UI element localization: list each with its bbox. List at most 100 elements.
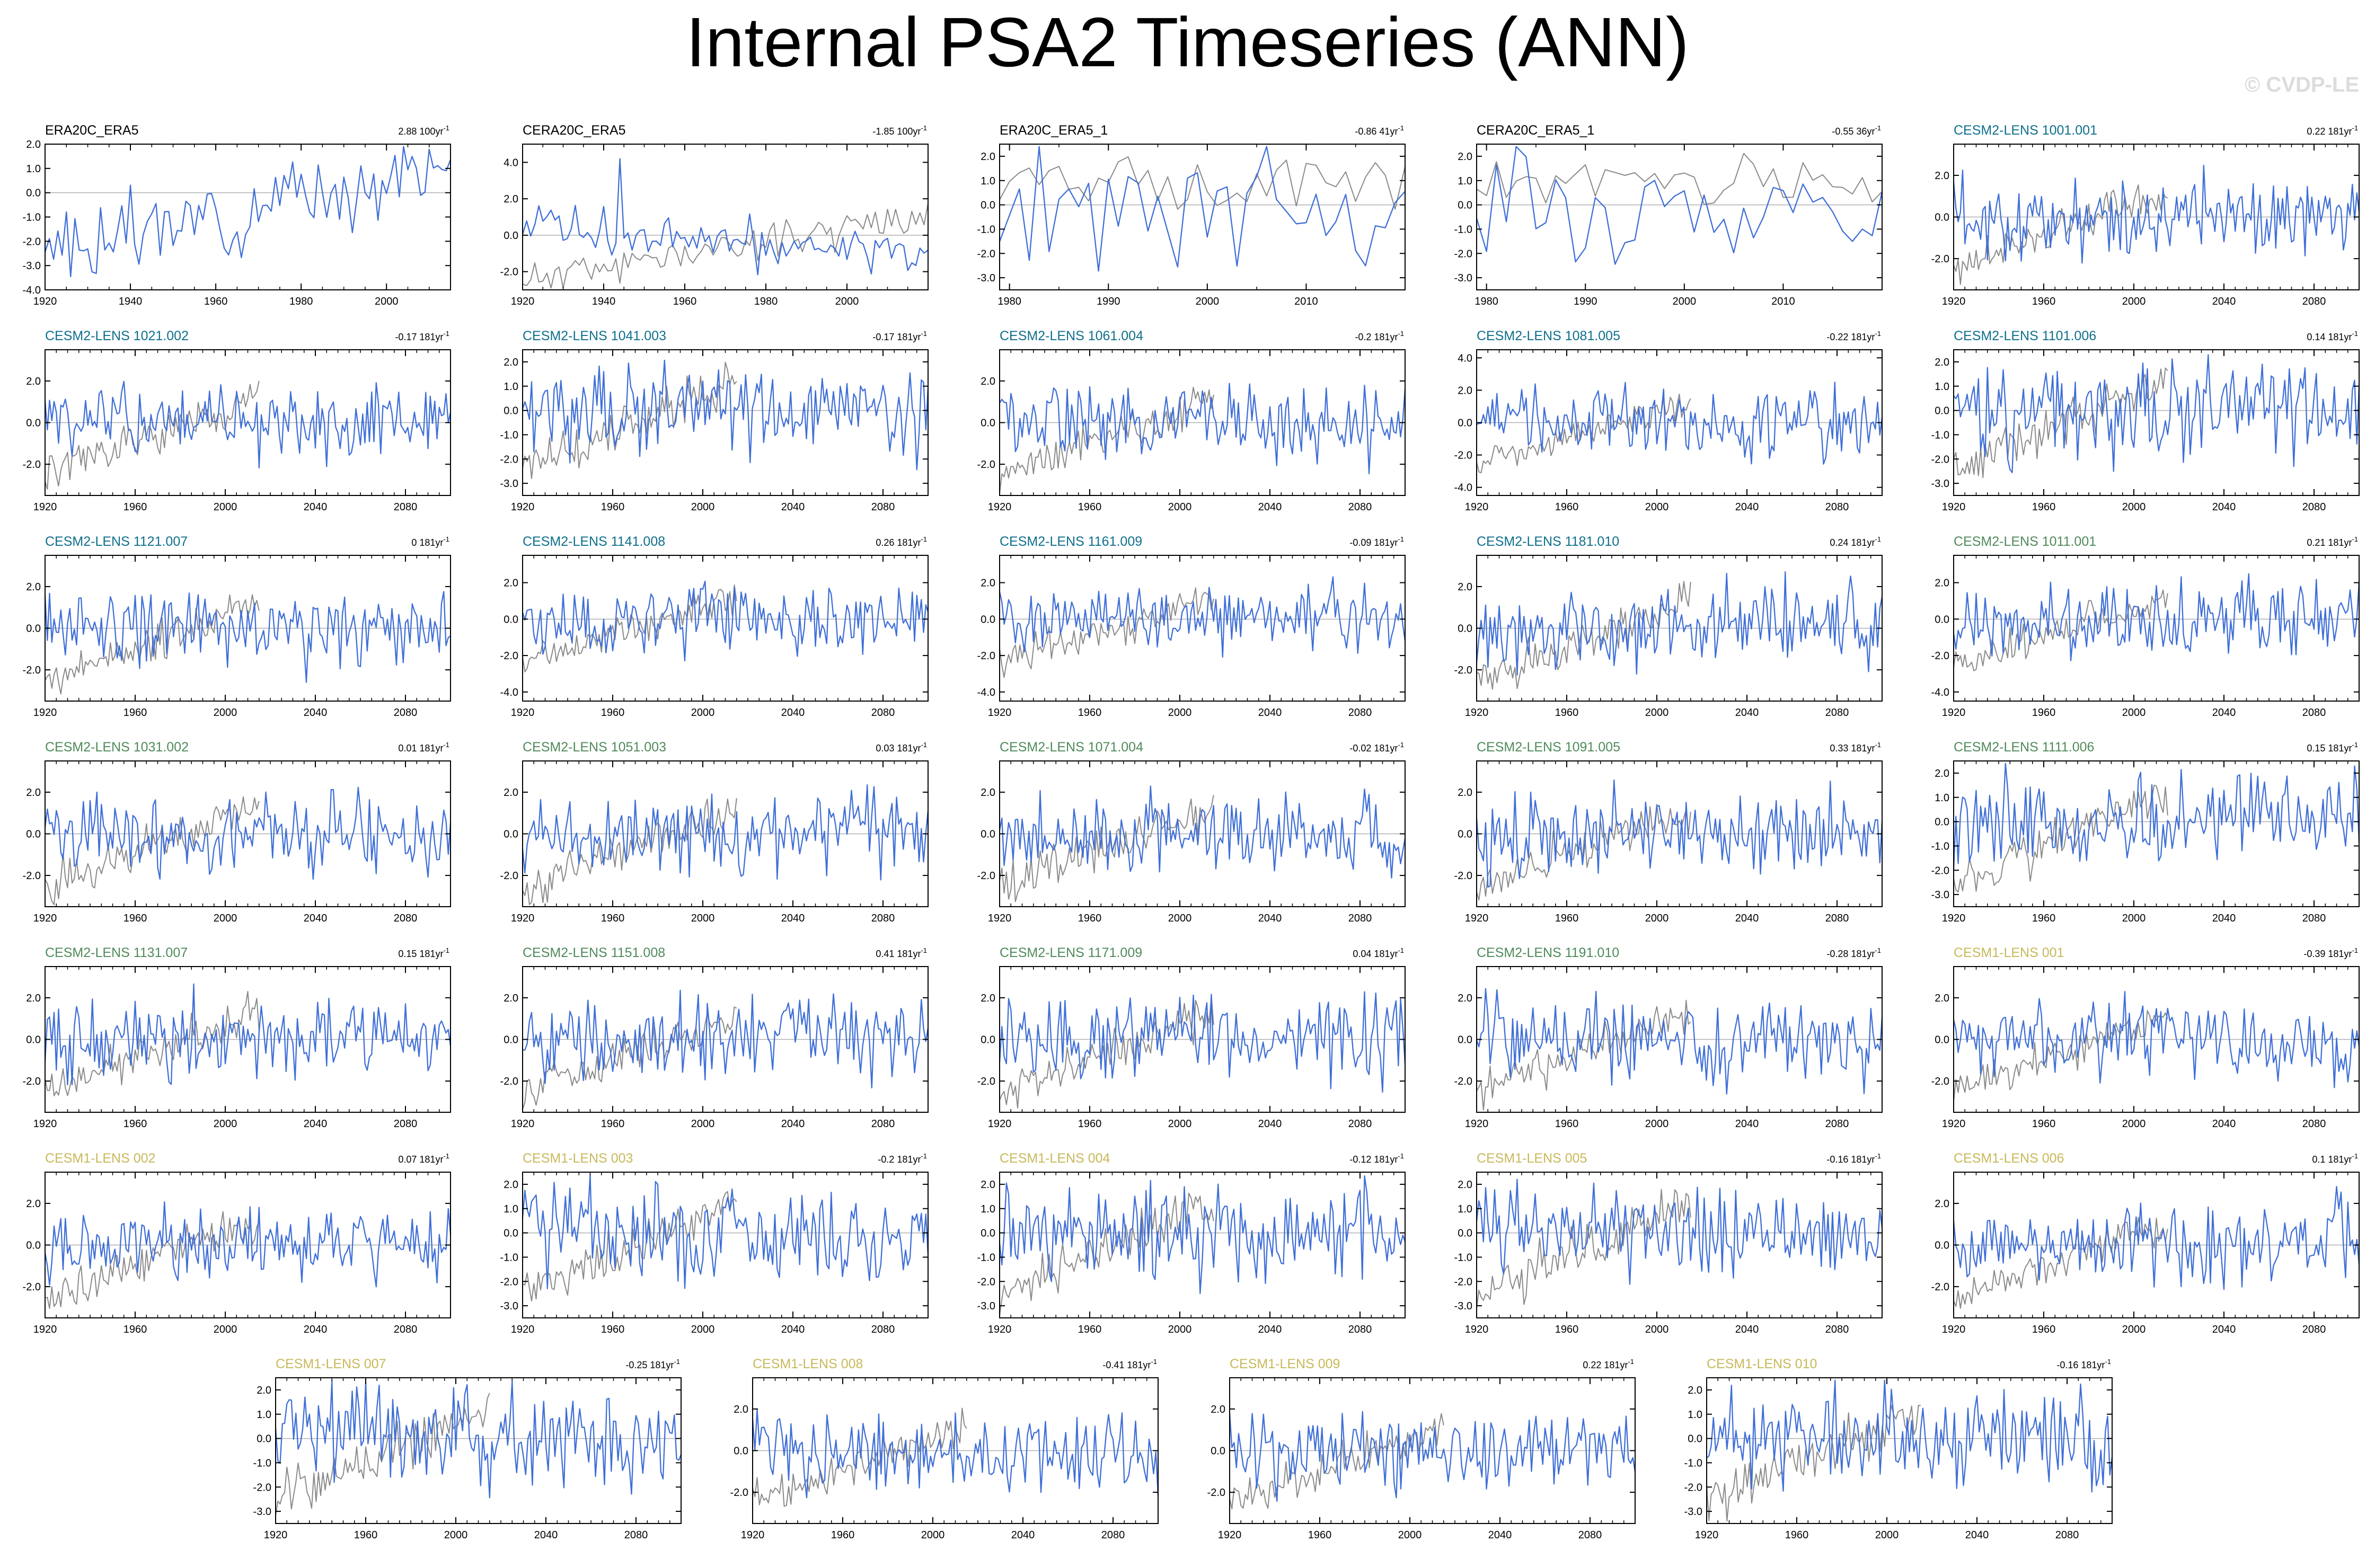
y-tick-label: 1.0 — [1458, 1203, 1472, 1215]
x-tick-label: 1960 — [1078, 1324, 1102, 1335]
y-tick-label: 1.0 — [981, 1203, 995, 1215]
x-tick-label: 2040 — [2212, 1118, 2236, 1130]
x-tick-label: 2000 — [691, 707, 715, 719]
panel-trend-label: 0.33 181yr-1 — [1830, 741, 1881, 754]
y-tick-label: 0.0 — [1211, 1446, 1225, 1457]
x-tick-label: 2000 — [214, 707, 237, 719]
x-tick-label: 1960 — [1555, 501, 1579, 513]
y-tick-label: -2.0 — [1684, 1482, 1702, 1493]
y-tick-label: -2.0 — [1931, 253, 1949, 265]
x-tick-label: 2080 — [1348, 913, 1372, 924]
y-tick-label: 2.0 — [1458, 385, 1472, 396]
x-tick-label: 2040 — [2212, 501, 2236, 513]
y-tick-label: 0.0 — [981, 1034, 995, 1046]
panel-title: CERA20C_ERA5 — [523, 123, 626, 138]
x-tick-label: 1960 — [2032, 296, 2056, 307]
panel-cesm2-lens-1191-010: CESM2-LENS 1191.010 -0.28 181yr-1 2.0 0.0 -2… — [1454, 945, 1883, 1130]
panel-trend-label: -0.02 181yr-1 — [1349, 741, 1404, 754]
x-tick-label: 1960 — [1555, 1324, 1579, 1335]
panel-cesm1-lens-003: CESM1-LENS 003 -0.2 181yr-1 2.0 1.0 0.0 -1.0 -… — [500, 1151, 929, 1335]
x-tick-label: 1960 — [1078, 707, 1102, 719]
x-tick-label: 1990 — [1574, 296, 1597, 307]
x-tick-label: 2080 — [394, 913, 418, 924]
x-tick-label: 2040 — [1258, 913, 1282, 924]
y-tick-label: 2.0 — [504, 1179, 518, 1191]
panel-trend-label: -0.41 181yr-1 — [1102, 1358, 1157, 1370]
panel-trend-label: -1.85 100yr-1 — [872, 124, 927, 137]
x-tick-label: 2080 — [871, 501, 895, 513]
panel-cesm2-lens-1101-006: CESM2-LENS 1101.006 0.14 181yr-1 2.0 1.0 0.0… — [1931, 329, 2360, 513]
x-tick-label: 2000 — [214, 501, 237, 513]
panel-trend-label: 0.24 181yr-1 — [1830, 535, 1881, 548]
x-tick-label: 2040 — [304, 501, 328, 513]
y-tick-label: -2.0 — [1454, 1076, 1472, 1087]
model-series-line — [1953, 1186, 2360, 1290]
x-tick-label: 2000 — [2122, 501, 2146, 513]
y-tick-label: 4.0 — [1458, 352, 1472, 364]
model-series-line — [1476, 571, 1883, 676]
x-tick-label: 2000 — [691, 501, 715, 513]
y-tick-label: 1.0 — [981, 175, 995, 187]
y-tick-label: 2.0 — [26, 787, 41, 799]
model-series-line — [1953, 354, 2360, 473]
panel-cesm2-lens-1001-001: CESM2-LENS 1001.001 0.22 181yr-1 2.0 0.0 -2.… — [1931, 123, 2360, 307]
x-tick-label: 2000 — [1645, 1324, 1669, 1335]
x-tick-label: 2040 — [781, 913, 805, 924]
y-tick-label: 2.0 — [1935, 993, 1949, 1004]
y-tick-label: 2.0 — [1458, 993, 1472, 1004]
observed-series-line — [275, 1393, 490, 1516]
panel-title: CESM2-LENS 1041.003 — [523, 329, 666, 343]
y-tick-label: -3.0 — [500, 478, 518, 490]
model-series-line — [999, 1175, 1406, 1295]
x-tick-label: 1920 — [988, 707, 1012, 719]
x-tick-label: 2080 — [1825, 1118, 1849, 1130]
y-tick-label: -4.0 — [23, 285, 41, 296]
model-series-line — [999, 991, 1406, 1093]
y-tick-label: 2.0 — [981, 376, 995, 387]
x-tick-label: 1920 — [741, 1529, 765, 1541]
y-tick-label: 0.0 — [504, 614, 518, 625]
panel-trend-label: 0.26 181yr-1 — [876, 535, 927, 548]
y-tick-label: -2.0 — [1454, 870, 1472, 882]
observed-series-line — [45, 380, 260, 490]
x-tick-label: 2000 — [1196, 296, 1220, 307]
x-tick-label: 2040 — [304, 1118, 328, 1130]
x-tick-label: 1960 — [1078, 913, 1102, 924]
y-tick-label: 0.0 — [1688, 1433, 1702, 1445]
x-tick-label: 2080 — [1825, 707, 1849, 719]
panel-trend-label: 0.22 181yr-1 — [1583, 1358, 1634, 1370]
panel-cesm1-lens-007: CESM1-LENS 007 -0.25 181yr-1 2.0 1.0 0.0 -1.0… — [253, 1357, 682, 1541]
y-tick-label: 2.0 — [981, 578, 995, 589]
panel-era20c-era5: ERA20C_ERA5 2.88 100yr-1 2.0 1.0 0.0 -1.0 -2.0… — [23, 123, 452, 307]
model-series-line — [1953, 573, 2360, 661]
panel-title: CESM2-LENS 1001.001 — [1954, 123, 2097, 138]
x-tick-label: 2080 — [871, 913, 895, 924]
panel-cesm1-lens-005: CESM1-LENS 005 -0.16 181yr-1 2.0 1.0 0.0 -1.0… — [1454, 1151, 1883, 1335]
model-series-line — [522, 1174, 929, 1289]
y-tick-label: 0.0 — [1935, 405, 1949, 417]
observed-series-line — [1953, 1217, 2168, 1309]
y-tick-label: 2.0 — [26, 139, 41, 150]
model-series-line — [522, 158, 929, 276]
panel-title: CESM2-LENS 1081.005 — [1477, 329, 1620, 343]
y-tick-label: -2.0 — [1931, 1281, 1949, 1293]
model-series-line — [999, 383, 1406, 474]
x-tick-label: 2000 — [691, 913, 715, 924]
panel-trend-label: 0.1 181yr-1 — [2312, 1152, 2358, 1165]
panel-cesm2-lens-1081-005: CESM2-LENS 1081.005 -0.22 181yr-1 4.0 2.0 0.… — [1454, 329, 1883, 513]
model-series-line — [999, 576, 1406, 658]
panel-trend-label: 2.88 100yr-1 — [398, 124, 449, 137]
x-tick-label: 1920 — [1942, 1118, 1966, 1130]
model-series-line — [752, 1408, 1159, 1499]
y-tick-label: 0.0 — [981, 1228, 995, 1239]
x-tick-label: 1980 — [1475, 296, 1498, 307]
x-tick-label: 1920 — [988, 1118, 1012, 1130]
x-tick-label: 2000 — [1645, 707, 1669, 719]
y-tick-label: 2.0 — [504, 357, 518, 368]
panel-trend-label: 0.14 181yr-1 — [2307, 330, 2358, 342]
x-tick-label: 2080 — [624, 1529, 648, 1541]
panel-cesm1-lens-004: CESM1-LENS 004 -0.12 181yr-1 2.0 1.0 0.0 -1.0… — [977, 1151, 1406, 1335]
x-tick-label: 1920 — [988, 501, 1012, 513]
x-tick-label: 1960 — [1078, 1118, 1102, 1130]
